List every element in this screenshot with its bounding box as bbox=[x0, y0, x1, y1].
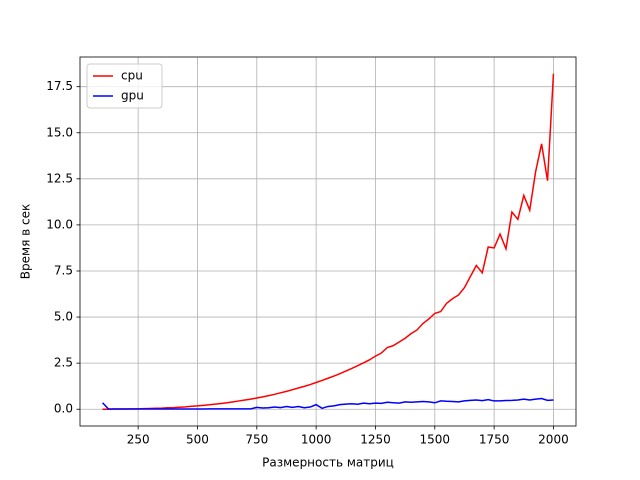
x-tick-label: 1750 bbox=[479, 433, 510, 447]
series-line bbox=[102, 397, 554, 410]
x-tick-label: 1500 bbox=[420, 433, 451, 447]
y-tick-label: 10.0 bbox=[46, 217, 73, 231]
legend-box bbox=[86, 63, 163, 109]
y-tick-label: 5.0 bbox=[54, 310, 73, 324]
plot-area bbox=[80, 57, 576, 426]
x-tick-label: 1250 bbox=[360, 433, 391, 447]
legend-label: gpu bbox=[121, 89, 144, 103]
y-axis-label: Время в сек bbox=[19, 204, 33, 279]
x-tick-label: 750 bbox=[245, 433, 268, 447]
x-tick-label: 250 bbox=[127, 433, 150, 447]
x-axis-label: Размерность матриц bbox=[262, 456, 394, 470]
y-tick-label: 15.0 bbox=[46, 125, 73, 139]
x-tick-label: 500 bbox=[186, 433, 209, 447]
y-tick-label: 2.5 bbox=[54, 356, 73, 370]
y-tick-label: 7.5 bbox=[54, 263, 73, 277]
y-tick-label: 17.5 bbox=[46, 79, 73, 93]
y-tick-label: 12.5 bbox=[46, 171, 73, 185]
legend-label: cpu bbox=[121, 69, 143, 83]
x-tick-label: 2000 bbox=[538, 433, 569, 447]
plot-frame bbox=[79, 56, 577, 427]
x-tick-label: 1000 bbox=[301, 433, 332, 447]
y-tick-label: 0.0 bbox=[54, 402, 73, 416]
series-line bbox=[102, 73, 555, 410]
